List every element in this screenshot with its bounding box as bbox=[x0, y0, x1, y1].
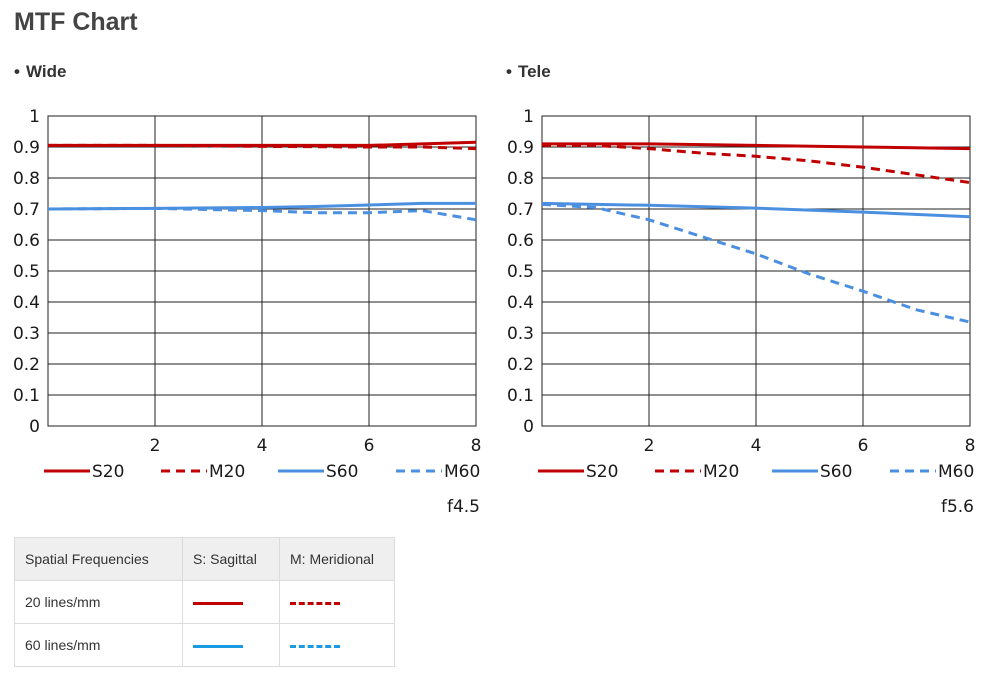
header-spatial-frequencies: Spatial Frequencies bbox=[14, 537, 183, 581]
header-sagittal: S: Sagittal bbox=[182, 537, 280, 581]
meridional-cell bbox=[279, 623, 395, 667]
wide-y-tick-label: 1 bbox=[29, 107, 40, 127]
tele-x-tick-label: 8 bbox=[965, 436, 976, 456]
tele-y-tick-label: 0.9 bbox=[507, 138, 534, 158]
tele-series-s60 bbox=[541, 201, 971, 219]
page-title: MTF Chart bbox=[14, 8, 138, 36]
header-meridional: M: Meridional bbox=[279, 537, 395, 581]
tele-y-tick-label: 0.1 bbox=[507, 386, 534, 406]
tele-legend-label-m60: M60 bbox=[938, 462, 974, 482]
wide-y-tick-label: 0.9 bbox=[13, 138, 40, 158]
tele-legend-label-s60: S60 bbox=[820, 462, 852, 482]
section-title-wide: Wide bbox=[25, 62, 67, 81]
wide-x-tick-label: 8 bbox=[471, 436, 482, 456]
wide-series-m20 bbox=[48, 143, 477, 151]
wide-aperture-label: f4.5 bbox=[447, 497, 480, 517]
dashed-line-swatch bbox=[290, 601, 340, 605]
wide-y-tick-label: 0.4 bbox=[13, 293, 40, 313]
tele-y-tick-label: 0.2 bbox=[507, 355, 534, 375]
wide-x-tick-label: 4 bbox=[257, 436, 268, 456]
wide-series-s20 bbox=[48, 140, 477, 147]
table-header-row: Spatial Frequencies S: Sagittal M: Merid… bbox=[14, 537, 395, 581]
wide-legend-label-s60: S60 bbox=[326, 462, 358, 482]
meridional-cell bbox=[279, 580, 395, 624]
wide-x-tick-label: 2 bbox=[150, 436, 161, 456]
tele-x-tick-label: 4 bbox=[751, 436, 762, 456]
tele-series-s20 bbox=[542, 142, 971, 151]
table-row: 60 lines/mm bbox=[14, 623, 395, 667]
dashed-line-swatch bbox=[290, 644, 340, 648]
tele-legend-label-m20: M20 bbox=[703, 462, 739, 482]
solid-line-swatch bbox=[193, 601, 243, 605]
wide-plot-border bbox=[47, 115, 477, 427]
tele-aperture-label: f5.6 bbox=[941, 497, 974, 517]
bullet-icon: • bbox=[506, 62, 512, 81]
mtf-chart-wide: 0 0.1 0.2 0.3 0.4 0.5 0.6 0.7 0.8 0.9 1 2 4 6 8 S20 M20 S… bbox=[13, 107, 482, 517]
frequency-label: 20 lines/mm bbox=[14, 580, 183, 624]
wide-x-tick-label: 6 bbox=[364, 436, 375, 456]
section-heading-tele: • Tele bbox=[506, 62, 551, 82]
mtf-chart-tele: 0 0.1 0.2 0.3 0.4 0.5 0.6 0.7 0.8 0.9 1 2 4 6 8 S20 M20 S… bbox=[507, 107, 976, 517]
tele-plot-border bbox=[541, 115, 971, 427]
tele-y-tick-label: 0.6 bbox=[507, 231, 534, 251]
wide-legend-label-s20: S20 bbox=[92, 462, 124, 482]
sagittal-cell bbox=[182, 580, 280, 624]
tele-y-tick-label: 0.8 bbox=[507, 169, 534, 189]
tele-series-m20 bbox=[542, 143, 971, 185]
wide-y-tick-label: 0.6 bbox=[13, 231, 40, 251]
tele-x-tick-label: 2 bbox=[644, 436, 655, 456]
wide-y-tick-label: 0 bbox=[29, 417, 40, 437]
frequency-label: 60 lines/mm bbox=[14, 623, 183, 667]
section-title-tele: Tele bbox=[517, 62, 551, 81]
tele-y-tick-label: 1 bbox=[523, 107, 534, 127]
wide-y-tick-label: 0.7 bbox=[13, 200, 40, 220]
wide-series-m60 bbox=[47, 206, 477, 222]
wide-y-tick-label: 0.3 bbox=[13, 324, 40, 344]
wide-y-tick-label: 0.8 bbox=[13, 169, 40, 189]
tele-y-tick-label: 0.5 bbox=[507, 262, 534, 282]
wide-y-tick-label: 0.5 bbox=[13, 262, 40, 282]
tele-y-tick-label: 0.7 bbox=[507, 200, 534, 220]
sagittal-cell bbox=[182, 623, 280, 667]
spatial-frequency-legend-table: Spatial Frequencies S: Sagittal M: Merid… bbox=[14, 537, 395, 667]
table-row: 20 lines/mm bbox=[14, 580, 395, 624]
solid-line-swatch bbox=[193, 644, 243, 648]
wide-y-tick-label: 0.2 bbox=[13, 355, 40, 375]
tele-y-tick-label: 0.4 bbox=[507, 293, 534, 313]
tele-legend-label-s20: S20 bbox=[586, 462, 618, 482]
bullet-icon: • bbox=[14, 62, 20, 81]
section-heading-wide: • Wide bbox=[14, 62, 66, 82]
wide-y-tick-label: 0.1 bbox=[13, 386, 40, 406]
wide-legend-label-m60: M60 bbox=[444, 462, 480, 482]
wide-legend-label-m20: M20 bbox=[209, 462, 245, 482]
tele-y-tick-label: 0 bbox=[523, 417, 534, 437]
tele-x-tick-label: 6 bbox=[858, 436, 869, 456]
tele-y-tick-label: 0.3 bbox=[507, 324, 534, 344]
